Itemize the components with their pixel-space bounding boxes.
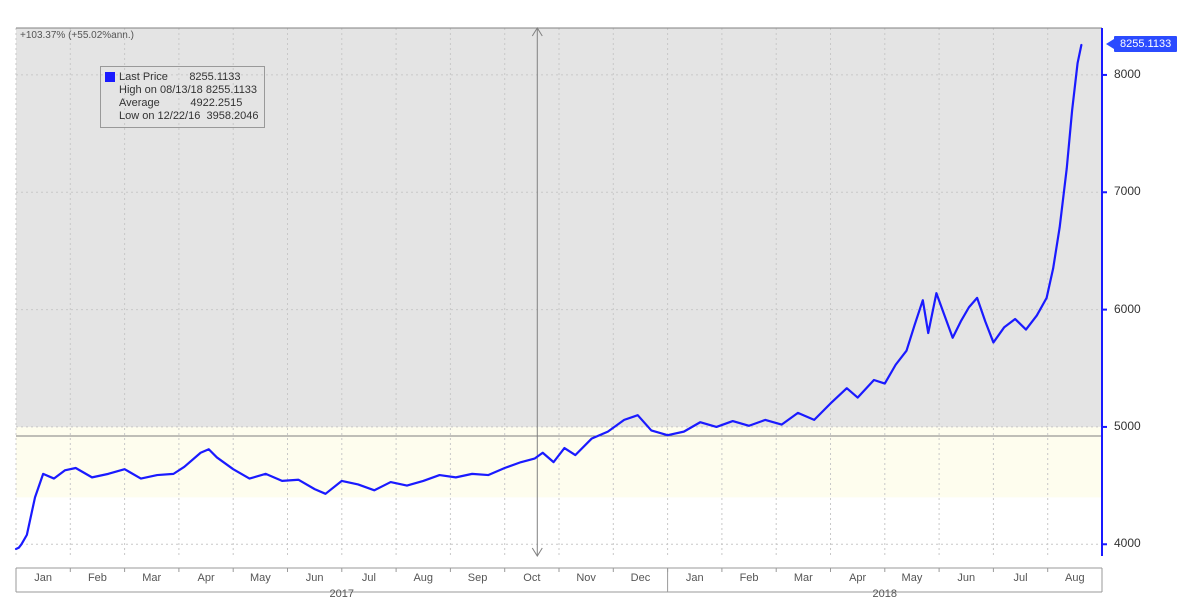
legend-label: Low on 12/22/16 (119, 110, 206, 122)
legend-row: High on 08/13/18 8255.1133 (105, 84, 258, 97)
return-annotation: +103.37% (+55.02%ann.) (20, 30, 134, 41)
y-tick-label: 6000 (1114, 302, 1141, 316)
legend-row: Last Price 8255.1133 (105, 71, 258, 84)
x-month-label: Jan (34, 572, 52, 584)
x-month-label: Oct (523, 572, 540, 584)
x-month-label: Apr (849, 572, 866, 584)
x-month-label: Feb (740, 572, 759, 584)
x-month-label: Jul (362, 572, 376, 584)
x-month-label: Sep (468, 572, 488, 584)
last-price-flag: 8255.1133 (1114, 36, 1177, 52)
y-tick-label: 4000 (1114, 536, 1141, 550)
legend-row: Low on 12/22/16 3958.2046 (105, 110, 258, 123)
legend-value: 3958.2046 (206, 110, 258, 122)
x-month-label: Apr (197, 572, 214, 584)
x-month-label: Mar (142, 572, 161, 584)
x-month-label: May (250, 572, 271, 584)
price-chart: +103.37% (+55.02%ann.) Last Price 8255.1… (0, 0, 1194, 607)
y-tick-label: 7000 (1114, 184, 1141, 198)
legend-value: 4922.2515 (190, 97, 242, 109)
x-month-label: Aug (1065, 572, 1085, 584)
x-month-label: Aug (413, 572, 433, 584)
legend-swatch (105, 72, 115, 82)
x-month-label: Jun (306, 572, 324, 584)
legend-row: Average 4922.2515 (105, 97, 258, 110)
legend-box: Last Price 8255.1133High on 08/13/18 825… (100, 66, 265, 128)
legend-label: High on 08/13/18 (119, 84, 206, 96)
x-month-label: Jan (686, 572, 704, 584)
x-month-label: Dec (631, 572, 651, 584)
x-month-label: Mar (794, 572, 813, 584)
legend-label: Last Price (119, 71, 189, 83)
x-year-label: 2017 (330, 588, 354, 600)
y-tick-label: 8000 (1114, 67, 1141, 81)
legend-label: Average (119, 97, 190, 109)
y-tick-label: 5000 (1114, 419, 1141, 433)
x-month-label: Jul (1014, 572, 1028, 584)
x-month-label: Jun (957, 572, 975, 584)
x-month-label: Nov (576, 572, 596, 584)
x-month-label: May (902, 572, 923, 584)
legend-value: 8255.1133 (189, 71, 240, 83)
legend-value: 8255.1133 (206, 84, 257, 96)
x-year-label: 2018 (873, 588, 897, 600)
x-month-label: Feb (88, 572, 107, 584)
